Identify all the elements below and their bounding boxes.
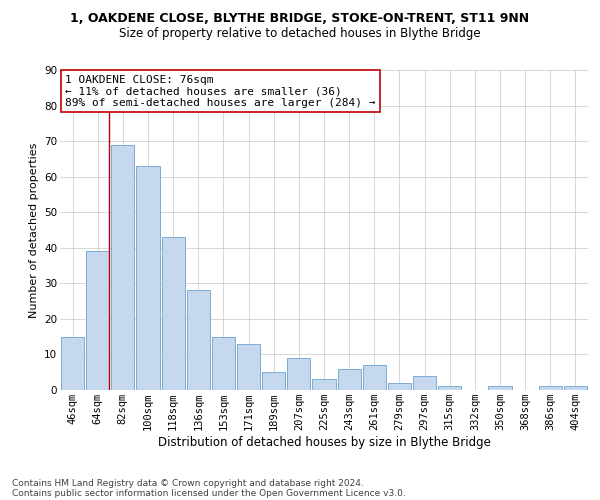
- Bar: [86, 252, 109, 390]
- Bar: [262, 372, 285, 390]
- Bar: [388, 383, 411, 390]
- Bar: [161, 237, 185, 390]
- Text: 1, OAKDENE CLOSE, BLYTHE BRIDGE, STOKE-ON-TRENT, ST11 9NN: 1, OAKDENE CLOSE, BLYTHE BRIDGE, STOKE-O…: [70, 12, 530, 26]
- X-axis label: Distribution of detached houses by size in Blythe Bridge: Distribution of detached houses by size …: [158, 436, 490, 449]
- Bar: [539, 386, 562, 390]
- Bar: [363, 365, 386, 390]
- Text: Contains public sector information licensed under the Open Government Licence v3: Contains public sector information licen…: [12, 488, 406, 498]
- Bar: [338, 368, 361, 390]
- Bar: [237, 344, 260, 390]
- Y-axis label: Number of detached properties: Number of detached properties: [29, 142, 38, 318]
- Text: Size of property relative to detached houses in Blythe Bridge: Size of property relative to detached ho…: [119, 28, 481, 40]
- Bar: [187, 290, 210, 390]
- Bar: [313, 380, 335, 390]
- Bar: [413, 376, 436, 390]
- Bar: [564, 386, 587, 390]
- Text: 1 OAKDENE CLOSE: 76sqm
← 11% of detached houses are smaller (36)
89% of semi-det: 1 OAKDENE CLOSE: 76sqm ← 11% of detached…: [65, 75, 376, 108]
- Bar: [212, 336, 235, 390]
- Bar: [438, 386, 461, 390]
- Bar: [287, 358, 310, 390]
- Bar: [61, 336, 84, 390]
- Text: Contains HM Land Registry data © Crown copyright and database right 2024.: Contains HM Land Registry data © Crown c…: [12, 478, 364, 488]
- Bar: [111, 144, 134, 390]
- Bar: [136, 166, 160, 390]
- Bar: [488, 386, 512, 390]
